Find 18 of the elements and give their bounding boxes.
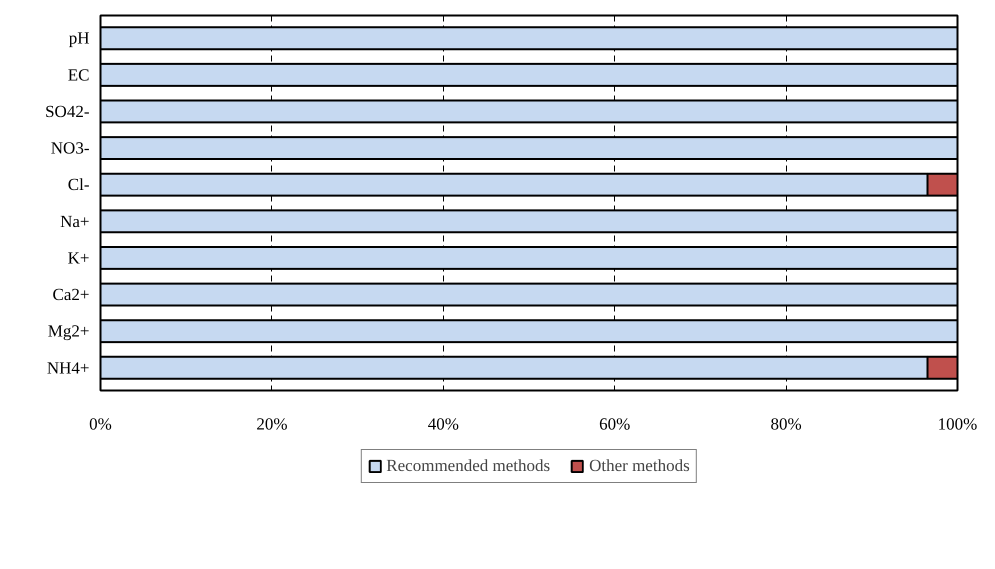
x-tick-label: 40% bbox=[428, 414, 459, 434]
y-tick-label: K+ bbox=[68, 248, 90, 268]
y-tick-label: NO3- bbox=[50, 138, 90, 158]
x-tick-label: 60% bbox=[599, 414, 630, 434]
y-tick-label: Na+ bbox=[60, 212, 90, 231]
y-tick-label: Ca2+ bbox=[52, 285, 90, 304]
x-tick-label: 0% bbox=[89, 414, 112, 434]
y-tick-label: pH bbox=[68, 28, 90, 48]
y-tick-label: EC bbox=[68, 65, 90, 84]
x-tick-label: 80% bbox=[770, 414, 802, 434]
x-tick-label: 20% bbox=[256, 414, 288, 434]
legend-label: Other methods bbox=[589, 456, 690, 476]
legend-label: Recommended methods bbox=[386, 456, 550, 476]
y-tick-label: NH4+ bbox=[46, 358, 90, 378]
y-tick-label: Mg2+ bbox=[48, 322, 90, 341]
y-tick-label: Cl- bbox=[68, 175, 90, 194]
x-tick-label: 100% bbox=[938, 414, 978, 434]
y-tick-label: SO42- bbox=[45, 102, 90, 121]
